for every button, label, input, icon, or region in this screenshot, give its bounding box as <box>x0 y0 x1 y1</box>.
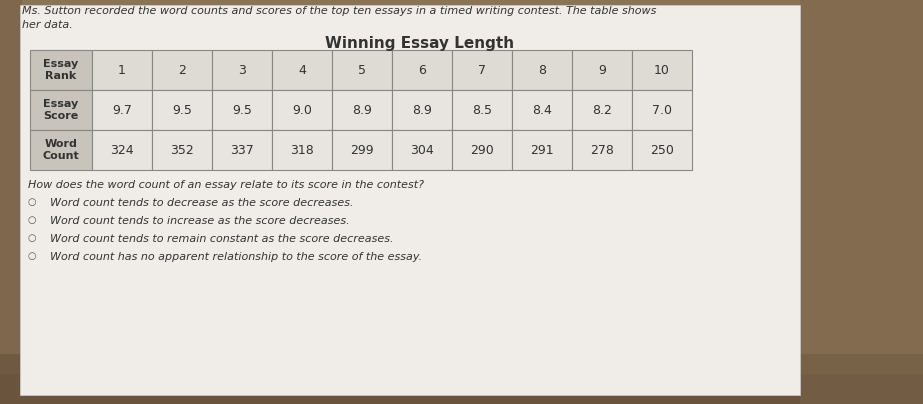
Bar <box>92 50 152 90</box>
Text: 337: 337 <box>230 143 254 156</box>
Bar <box>452 90 512 130</box>
Text: 10: 10 <box>654 63 670 76</box>
Bar <box>332 90 392 130</box>
Text: her data.: her data. <box>22 20 73 30</box>
Bar <box>272 90 332 130</box>
Bar <box>392 130 452 170</box>
Text: 7.0: 7.0 <box>652 103 672 116</box>
Bar <box>452 50 512 90</box>
Text: 8.9: 8.9 <box>352 103 372 116</box>
Bar <box>0 374 923 404</box>
Text: 9: 9 <box>598 63 605 76</box>
Bar <box>20 5 800 395</box>
Bar <box>632 130 692 170</box>
Text: Word
Count: Word Count <box>42 139 79 161</box>
Text: 4: 4 <box>298 63 306 76</box>
Bar <box>332 130 392 170</box>
Text: ○: ○ <box>28 197 37 207</box>
Text: 3: 3 <box>238 63 246 76</box>
Text: 299: 299 <box>350 143 374 156</box>
Text: 352: 352 <box>170 143 194 156</box>
Bar <box>212 90 272 130</box>
Text: 8: 8 <box>538 63 546 76</box>
Text: Word count has no apparent relationship to the score of the essay.: Word count has no apparent relationship … <box>50 252 422 262</box>
Bar <box>30 90 92 130</box>
Bar <box>512 130 572 170</box>
Bar <box>0 374 923 404</box>
Text: 324: 324 <box>110 143 134 156</box>
Text: ○: ○ <box>28 251 37 261</box>
Bar <box>332 50 392 90</box>
Bar <box>152 130 212 170</box>
Bar <box>392 50 452 90</box>
Bar <box>212 130 272 170</box>
Text: ○: ○ <box>28 233 37 243</box>
Bar <box>272 50 332 90</box>
Text: 8.4: 8.4 <box>532 103 552 116</box>
Bar <box>572 90 632 130</box>
Text: Word count tends to increase as the score decreases.: Word count tends to increase as the scor… <box>50 216 350 226</box>
Text: 5: 5 <box>358 63 366 76</box>
Text: ○: ○ <box>28 215 37 225</box>
Bar <box>92 130 152 170</box>
Text: 291: 291 <box>530 143 554 156</box>
Bar <box>30 50 92 90</box>
Text: 8.5: 8.5 <box>472 103 492 116</box>
Text: 1: 1 <box>118 63 126 76</box>
Bar <box>512 90 572 130</box>
Text: 250: 250 <box>650 143 674 156</box>
Bar <box>572 130 632 170</box>
Text: Winning Essay Length: Winning Essay Length <box>326 36 514 51</box>
Text: 8.9: 8.9 <box>412 103 432 116</box>
Bar <box>632 90 692 130</box>
Text: 9.5: 9.5 <box>172 103 192 116</box>
Bar <box>452 130 512 170</box>
Text: How does the word count of an essay relate to its score in the contest?: How does the word count of an essay rela… <box>28 180 424 190</box>
Text: 9.7: 9.7 <box>112 103 132 116</box>
Bar <box>92 90 152 130</box>
Bar <box>272 130 332 170</box>
Bar <box>30 130 92 170</box>
Text: 7: 7 <box>478 63 486 76</box>
Bar <box>0 0 22 404</box>
Text: Essay
Score: Essay Score <box>43 99 78 121</box>
Text: 304: 304 <box>410 143 434 156</box>
Text: 290: 290 <box>470 143 494 156</box>
Bar <box>0 354 923 404</box>
Text: 6: 6 <box>418 63 426 76</box>
Bar <box>0 374 923 404</box>
Bar <box>632 50 692 90</box>
Bar <box>212 50 272 90</box>
Bar <box>572 50 632 90</box>
Text: 9.0: 9.0 <box>292 103 312 116</box>
Text: Word count tends to decrease as the score decreases.: Word count tends to decrease as the scor… <box>50 198 354 208</box>
Text: Word count tends to remain constant as the score decreases.: Word count tends to remain constant as t… <box>50 234 393 244</box>
Bar <box>392 90 452 130</box>
Text: Ms. Sutton recorded the word counts and scores of the top ten essays in a timed : Ms. Sutton recorded the word counts and … <box>22 6 656 16</box>
Text: 318: 318 <box>290 143 314 156</box>
Bar <box>152 50 212 90</box>
Bar <box>800 0 923 404</box>
Text: 8.2: 8.2 <box>592 103 612 116</box>
Text: 9.5: 9.5 <box>232 103 252 116</box>
Bar <box>152 90 212 130</box>
Text: 278: 278 <box>590 143 614 156</box>
Text: 2: 2 <box>178 63 186 76</box>
Bar <box>512 50 572 90</box>
Text: Essay
Rank: Essay Rank <box>43 59 78 81</box>
